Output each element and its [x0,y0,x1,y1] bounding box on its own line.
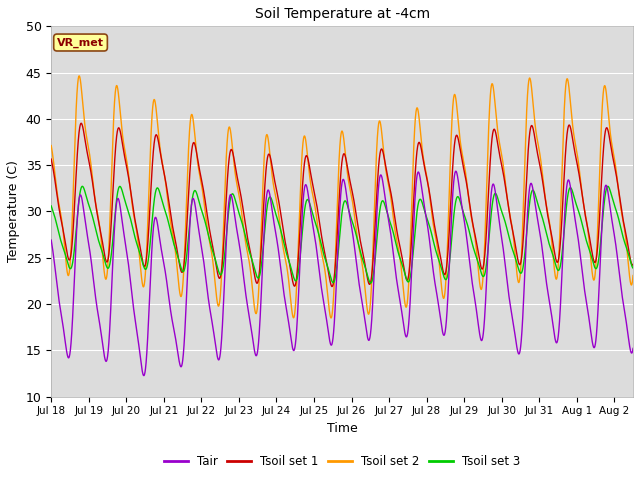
Text: VR_met: VR_met [57,37,104,48]
Title: Soil Temperature at -4cm: Soil Temperature at -4cm [255,7,429,21]
Y-axis label: Temperature (C): Temperature (C) [7,160,20,263]
X-axis label: Time: Time [327,422,358,435]
Legend: Tair, Tsoil set 1, Tsoil set 2, Tsoil set 3: Tair, Tsoil set 1, Tsoil set 2, Tsoil se… [159,451,525,473]
